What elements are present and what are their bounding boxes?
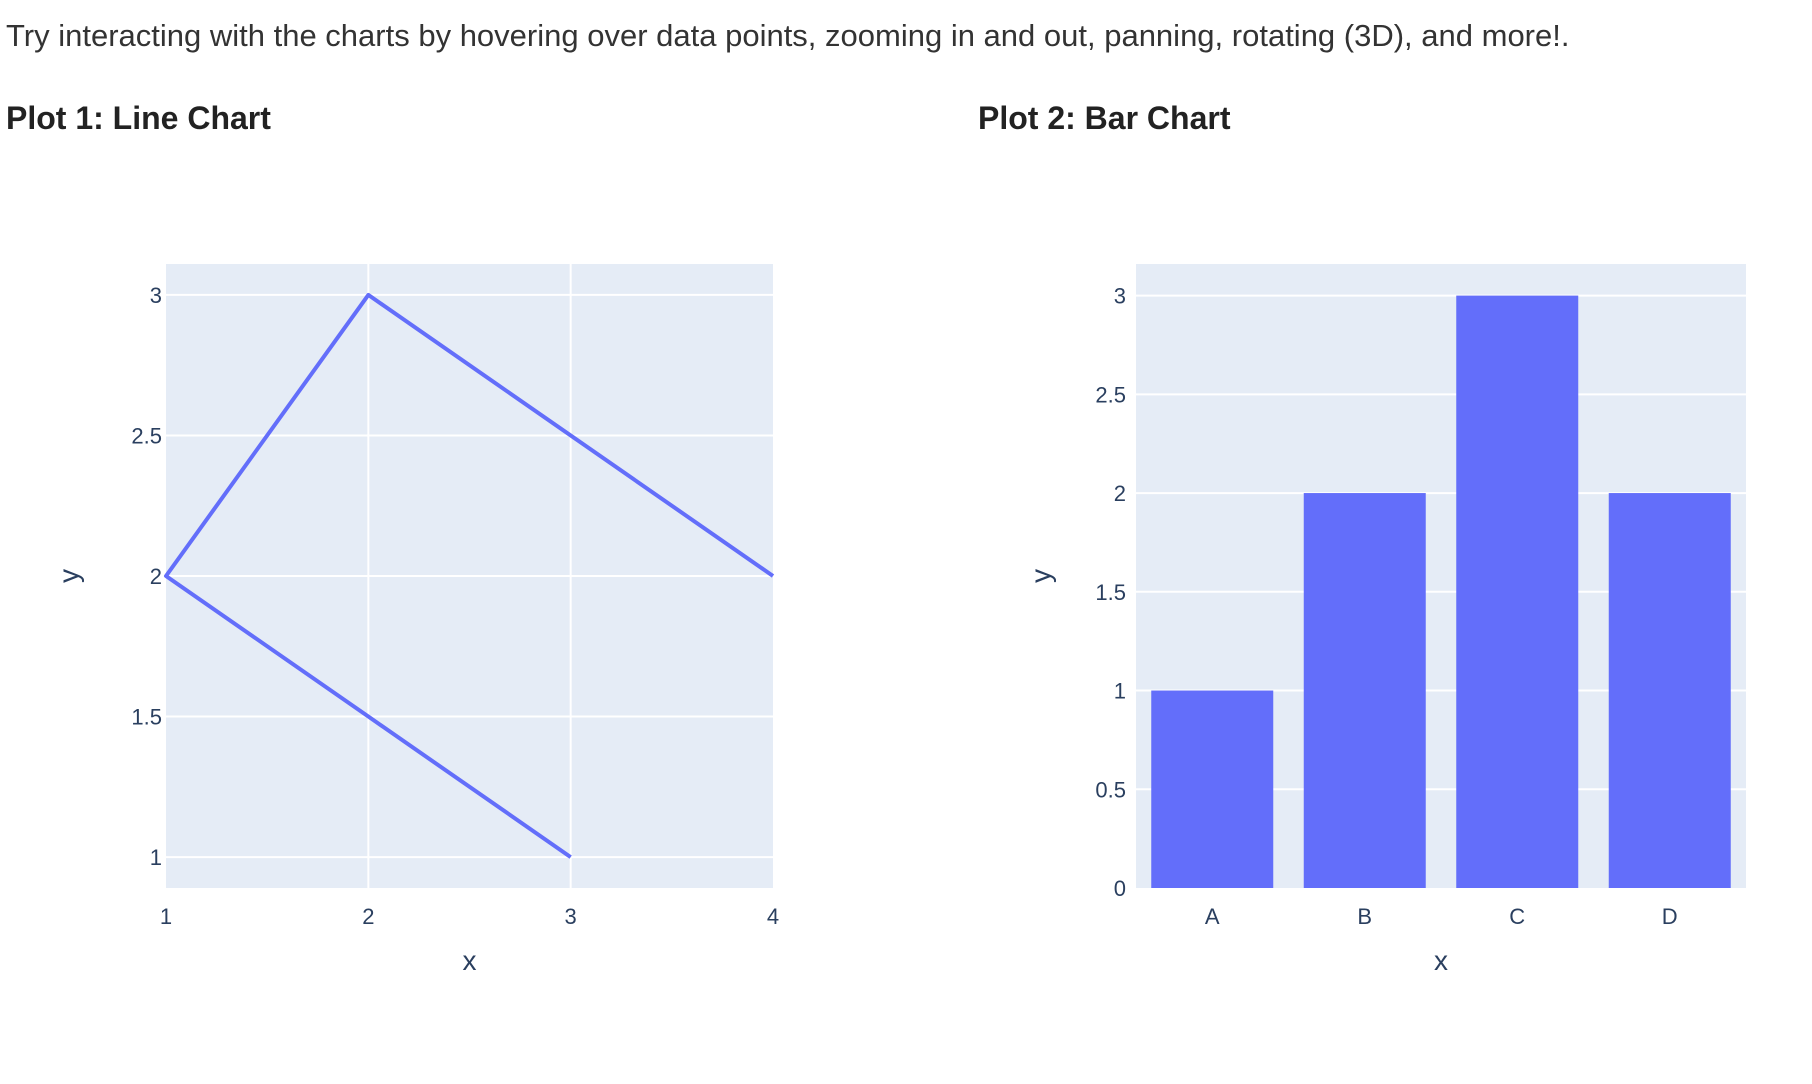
line-chart-series-line[interactable] (164, 292, 775, 859)
line-chart-x-ticks: 1 2 3 4 (160, 904, 779, 929)
line-chart-grid (166, 264, 773, 888)
bar-chart-y-tick-label: 2 (1114, 481, 1126, 506)
bar-chart-y-tick-label: 1 (1114, 679, 1126, 704)
bar-chart-x-tick-label: C (1509, 904, 1525, 929)
bar-chart-y-tick-label: 2.5 (1095, 382, 1126, 407)
line-chart-y-axis-title: y (53, 569, 84, 583)
line-chart-y-tick-label: 1.5 (131, 705, 162, 730)
line-chart-x-tick-label: 3 (565, 904, 577, 929)
line-chart[interactable]: 1 2 3 4 1 1.5 2 2.5 3 x y (0, 0, 906, 1084)
line-chart-y-tick-label: 3 (150, 283, 162, 308)
bar-chart[interactable]: A B C D 0 0.5 1 1.5 2 2.5 3 x y (906, 0, 1812, 1084)
plot2-heading: Plot 2: Bar Chart (978, 100, 1231, 136)
bar-A[interactable] (1151, 690, 1274, 888)
bar-chart-x-tick-label: D (1662, 904, 1678, 929)
line-chart-x-axis-title: x (463, 945, 477, 976)
bar-chart-y-ticks: 0 0.5 1 1.5 2 2.5 3 (1095, 284, 1126, 901)
line-chart-x-tick-label: 2 (362, 904, 374, 929)
bar-chart-x-tick-label: B (1357, 904, 1372, 929)
line-chart-y-tick-label: 2.5 (131, 423, 162, 448)
bar-chart-y-axis-title: y (1025, 569, 1056, 583)
line-chart-y-ticks: 1 1.5 2 2.5 3 (131, 283, 162, 870)
bar-chart-y-tick-label: 1.5 (1095, 580, 1126, 605)
bar-chart-x-ticks: A B C D (1205, 904, 1678, 929)
line-chart-x-tick-label: 1 (160, 904, 172, 929)
bar-C[interactable] (1456, 295, 1579, 888)
bar-D[interactable] (1608, 493, 1731, 888)
bar-chart-series[interactable] (1151, 295, 1731, 888)
line-chart-x-tick-label: 4 (767, 904, 779, 929)
bar-chart-y-tick-label: 0.5 (1095, 777, 1126, 802)
bar-chart-x-axis-title: x (1434, 945, 1448, 976)
bar-chart-y-tick-label: 0 (1114, 876, 1126, 901)
intro-text: Try interacting with the charts by hover… (6, 18, 1570, 53)
line-chart-y-tick-label: 1 (150, 845, 162, 870)
bar-chart-x-tick-label: A (1205, 904, 1220, 929)
plot1-heading: Plot 1: Line Chart (6, 100, 271, 136)
line-chart-series[interactable] (164, 292, 775, 859)
bar-B[interactable] (1303, 493, 1426, 888)
bar-chart-y-tick-label: 3 (1114, 284, 1126, 309)
line-chart-y-tick-label: 2 (150, 564, 162, 589)
